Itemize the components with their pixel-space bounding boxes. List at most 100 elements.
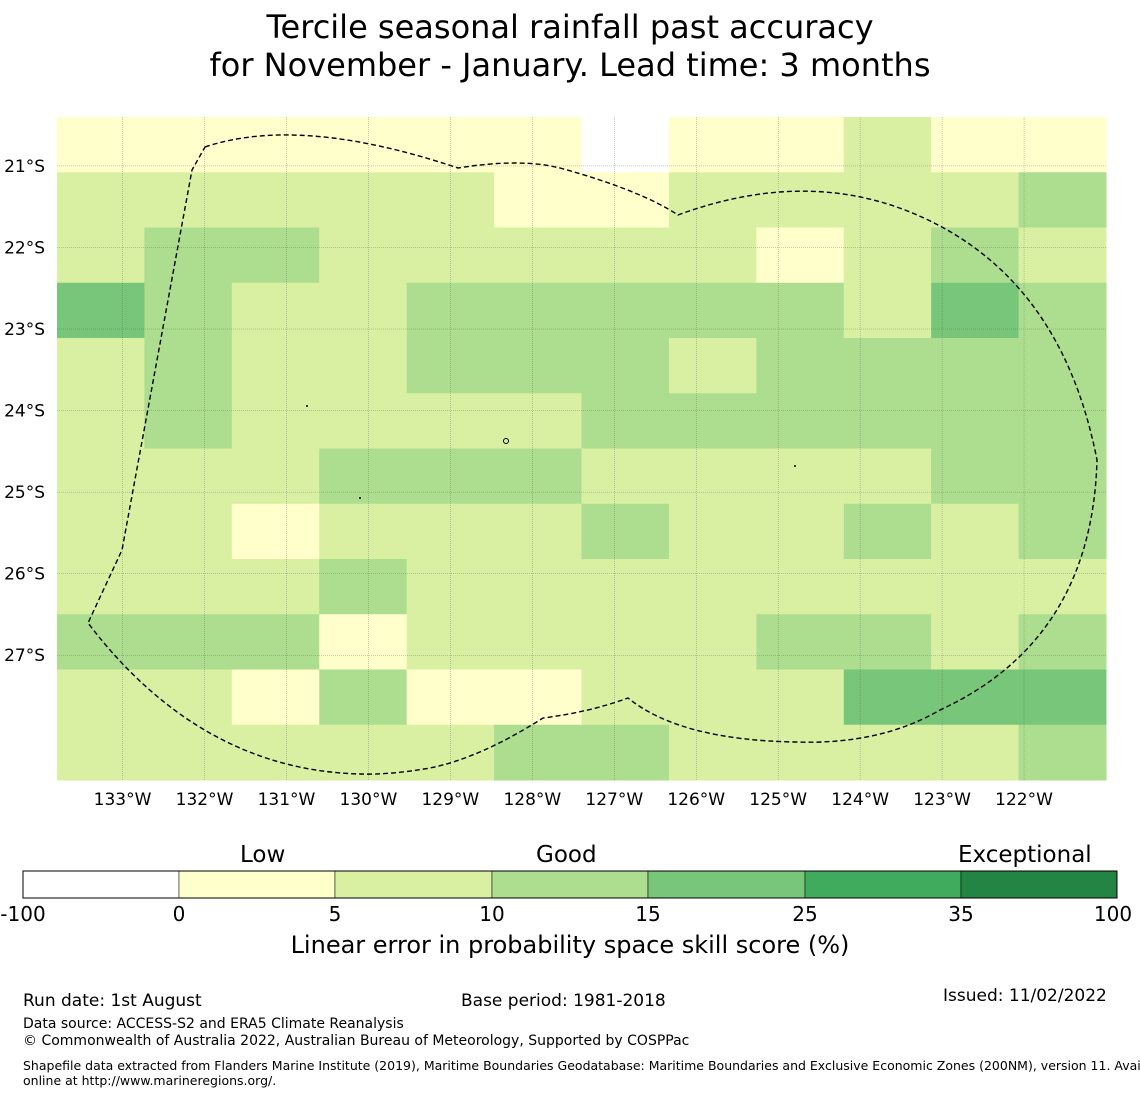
grid-cell	[931, 724, 1020, 781]
grid-cell	[1018, 393, 1107, 449]
grid-cell	[231, 117, 320, 173]
data-source: Data source: ACCESS-S2 and ERA5 Climate …	[23, 1016, 404, 1032]
grid-cell	[319, 559, 408, 615]
grid-cell	[494, 614, 582, 670]
grid-cell	[756, 724, 845, 781]
base-period: Base period: 1981-2018	[461, 991, 666, 1011]
grid-cell	[1018, 117, 1107, 173]
grid-cell	[319, 724, 408, 781]
grid-cell	[494, 724, 582, 781]
grid-cell	[756, 669, 845, 726]
grid-cell	[144, 117, 233, 173]
grid-cell	[581, 227, 670, 284]
grid-cell	[581, 503, 670, 560]
grid-cell	[756, 614, 845, 670]
grid-cell	[931, 393, 1020, 449]
grid-cell	[756, 559, 845, 615]
grid-cell	[231, 614, 320, 670]
grid-cell	[668, 559, 757, 615]
grid-cell	[931, 559, 1020, 615]
run-date: Run date: 1st August	[23, 991, 202, 1011]
grid-cell	[931, 338, 1020, 394]
grid-cell	[494, 338, 582, 394]
grid-cell	[843, 503, 932, 560]
grid-cell	[581, 448, 670, 505]
grid-cell	[1018, 448, 1107, 505]
grid-cell	[144, 448, 233, 505]
grid-cell	[1018, 172, 1107, 228]
island-marker	[306, 405, 308, 407]
longitude-label: 131°W	[258, 790, 316, 810]
grid-cell	[931, 614, 1020, 670]
grid-cell	[843, 724, 932, 781]
category-good: Good	[536, 842, 597, 868]
grid-cell	[931, 227, 1020, 284]
grid-cell	[57, 559, 145, 615]
grid-cell	[494, 669, 582, 726]
latitude-label: 23°S	[4, 320, 45, 340]
shapefile-credit-line1: Shapefile data extracted from Flanders M…	[23, 1058, 1140, 1073]
skill-score-map: 21°S22°S23°S24°S25°S26°S27°S 133°W 132°W 1…	[4, 117, 1107, 810]
grid-cell	[581, 338, 670, 394]
grid-cell	[319, 117, 408, 173]
copyright: © Commonwealth of Australia 2022, Austra…	[23, 1033, 690, 1049]
grid-cell	[231, 393, 320, 449]
colorbar-tick: 5	[328, 902, 342, 926]
eez-boundary	[87, 134, 1098, 775]
grid-cell	[494, 393, 582, 449]
grid-cell	[843, 669, 932, 726]
grid-cell	[319, 393, 408, 449]
grid-cell	[756, 172, 845, 228]
grid-cell	[144, 393, 233, 449]
grid-cell	[231, 503, 320, 560]
latitude-label: 27°S	[4, 646, 45, 666]
longitude-label: 128°W	[503, 790, 561, 810]
grid-cell	[57, 117, 145, 173]
grid-cell	[319, 614, 408, 670]
grid-cell	[581, 724, 670, 781]
grid-cell	[756, 117, 845, 173]
colorbar-segment	[647, 870, 806, 899]
grid-cell	[668, 503, 757, 560]
shapefile-credit-line2: online at http://www.marineregions.org/.	[23, 1073, 277, 1088]
grid-cell	[144, 724, 233, 781]
grid-cell	[231, 559, 320, 615]
latitude-label: 22°S	[4, 238, 45, 258]
grid-cell	[144, 227, 233, 284]
grid-cell	[668, 448, 757, 505]
grid-cell	[668, 393, 757, 449]
grid-cell	[843, 338, 932, 394]
longitude-label: 129°W	[421, 790, 479, 810]
longitude-label: 123°W	[913, 790, 971, 810]
grid-cell	[494, 448, 582, 505]
grid-cell	[931, 503, 1020, 560]
grid-cell	[319, 448, 408, 505]
grid-cell	[319, 338, 408, 394]
grid-cell	[144, 338, 233, 394]
colorbar-tick: -100	[0, 902, 46, 926]
category-exceptional: Exceptional	[958, 842, 1092, 868]
grid-cell	[668, 172, 757, 228]
grid-cell	[843, 393, 932, 449]
colorbar	[22, 870, 1118, 899]
latitude-label: 24°S	[4, 402, 45, 422]
grid-cell	[931, 669, 1020, 726]
colorbar-segment	[22, 870, 180, 899]
grid-cell	[144, 172, 233, 228]
longitude-label: 125°W	[749, 790, 807, 810]
grid-cell	[1018, 614, 1107, 670]
grid-cell	[668, 669, 757, 726]
colorbar-tick: 35	[948, 902, 974, 926]
chart-title-line1: Tercile seasonal rainfall past accuracy	[266, 8, 874, 46]
colorbar-segment	[804, 870, 962, 899]
grid-cell	[319, 669, 408, 726]
grid-cell	[756, 503, 845, 560]
colorbar-tick: 15	[635, 902, 661, 926]
colorbar-tick: 25	[792, 902, 818, 926]
grid-cell	[144, 669, 233, 726]
island-marker	[794, 465, 796, 467]
grid-cell	[231, 338, 320, 394]
longitude-label: 132°W	[176, 790, 234, 810]
longitude-label: 124°W	[831, 790, 889, 810]
grid-cell	[1018, 724, 1107, 781]
